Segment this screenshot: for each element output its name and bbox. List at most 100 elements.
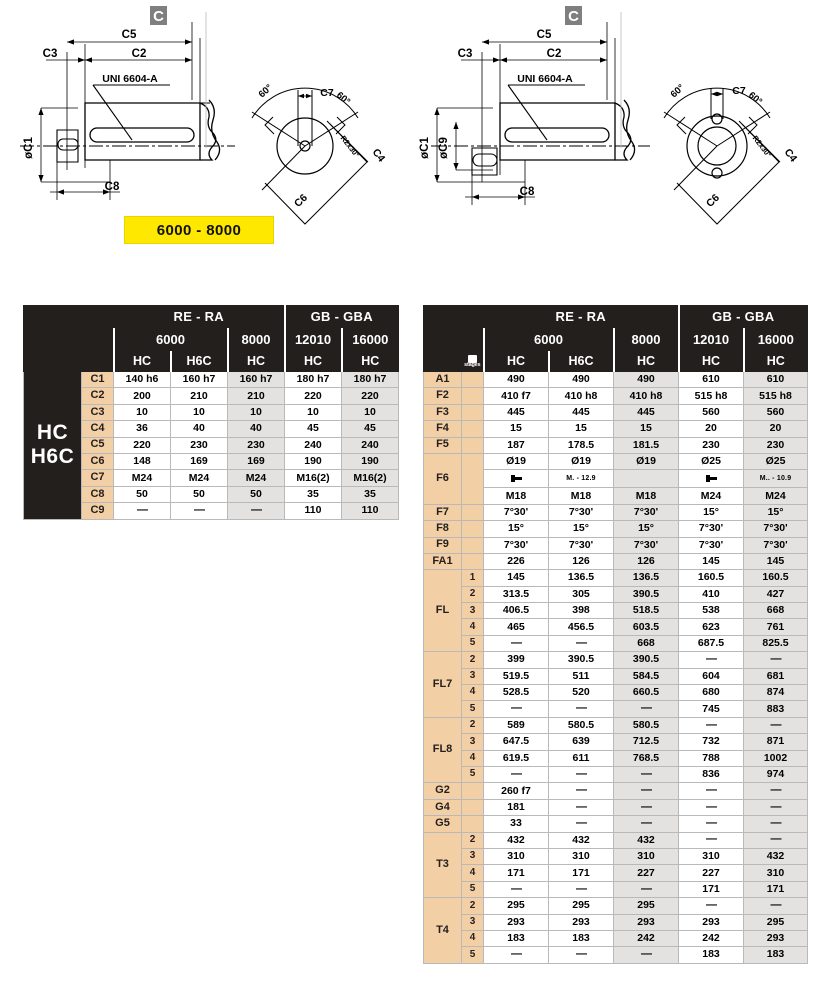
cell-F7-2: 7°30' — [612, 503, 680, 522]
cell-FL7-5-0: — — [483, 700, 549, 718]
table-row: C5 220 230 230 240 240 — [24, 436, 400, 454]
cell-T3-5-4: 171 — [743, 880, 809, 899]
cell-C2-2: 210 — [226, 387, 286, 405]
cell-T3-4-1: 171 — [548, 864, 614, 882]
model-range-tag-left: 6000 - 8000 — [124, 216, 274, 244]
dim-c8-label: C8 — [105, 181, 120, 193]
cell-FL7-4-0: 528.5 — [483, 684, 549, 702]
cell-FA1-4: 145 — [743, 552, 809, 571]
cell-FL8-4-3: 788 — [678, 749, 745, 767]
row-label-T4: T4 — [423, 897, 462, 964]
cell-FL-3-1: 398 — [548, 602, 614, 620]
cell-T3-3-1: 310 — [548, 847, 614, 866]
cell-C1-4: 180 h7 — [341, 370, 400, 389]
dim-c5-label: C5 — [122, 29, 137, 41]
row-stage-FL7-4: 4 — [461, 684, 484, 702]
cell-F9-4: 7°30' — [743, 536, 809, 554]
cell-F4-0: 15 — [483, 420, 549, 438]
cell-T3-3-2: 310 — [612, 847, 680, 866]
section-mark-c-right: C — [565, 6, 582, 25]
dim-c5-label-right: C5 — [537, 29, 552, 41]
row-label-FA1: FA1 — [423, 552, 462, 571]
cell-FL8-5-1: — — [548, 765, 614, 784]
cell-C3-0: 10 — [113, 403, 171, 422]
cell-F8-1: 15° — [548, 520, 614, 538]
cell-FA1-0: 226 — [483, 552, 549, 571]
cell-T4-3-0: 293 — [483, 913, 549, 931]
cell-F4-4: 20 — [743, 420, 809, 438]
cell-T4-5-1: — — [548, 946, 614, 964]
cell-C2-4: 220 — [341, 387, 400, 405]
cell-C8-4: 35 — [341, 485, 400, 504]
cell-C7-3: M16(2) — [284, 469, 343, 487]
cell-C8-2: 50 — [226, 485, 286, 504]
dim-c1-label-right: øC1 — [419, 137, 431, 159]
cell-FL-5-0: — — [483, 634, 549, 653]
cell-G5-4: — — [743, 815, 809, 833]
cell-T3-4-4: 310 — [743, 864, 809, 882]
table-row: F8 15° 15° 15° 7°30' 7°30' — [423, 520, 809, 538]
cell-F5-3: 230 — [678, 436, 745, 454]
row-stage-T3-4: 4 — [461, 864, 484, 882]
table-row: C8 50 50 50 35 35 — [24, 485, 400, 504]
svg-text:C: C — [153, 8, 164, 25]
cell-T4-2-2: 295 — [612, 897, 680, 915]
cell-G2-0: 260 f7 — [483, 782, 549, 800]
cell-F6-grade-4: M.. - 10.9 — [744, 470, 808, 489]
cell-T3-5-1: — — [548, 880, 614, 899]
cell-F6-thread-0: M18 — [505, 489, 527, 502]
table-row: 3 293 293 293 293 295 — [424, 913, 809, 931]
cell-G5-3: — — [678, 815, 745, 833]
cell-C9-4: 110 — [341, 502, 400, 520]
cell-G4-0: 181 — [483, 798, 549, 817]
cell-C6-3: 190 — [284, 452, 343, 471]
dimensions-table-left: RE - RA GB - GBA 6000 8000 12010 16000 H… — [23, 305, 400, 520]
header-variant-3-right: HC — [677, 351, 745, 372]
row-stage-FL8-3: 3 — [461, 733, 484, 751]
header-variant-2-right: HC — [612, 351, 680, 372]
dim-c8-label-right: C8 — [520, 186, 535, 198]
cell-C3-1: 10 — [170, 403, 228, 422]
dim-c7-label-right: C7 — [732, 85, 746, 97]
chamfer-note-right: R2x30° — [751, 134, 774, 159]
table-row: 5— — —171 171 — [424, 880, 809, 899]
cell-FL7-3-1: 511 — [548, 667, 614, 686]
header-blank-right — [423, 305, 484, 329]
cell-F2-3: 515 h8 — [678, 387, 745, 405]
cell-FL7-3-0: 519.5 — [483, 667, 549, 686]
header-variant-4-right: HC — [742, 351, 809, 372]
cell-T4-2-1: 295 — [548, 897, 614, 915]
cell-G4-1: — — [548, 798, 614, 817]
table-row: 3 519.5 511 584.5 604 681 — [424, 667, 809, 686]
cell-G2-3: — — [678, 782, 745, 800]
cell-F2-2: 410 h8 — [612, 387, 680, 405]
cell-T4-4-0: 183 — [483, 929, 549, 948]
cell-FL7-3-2: 584.5 — [612, 667, 680, 686]
header-model-6000-right: 6000 — [482, 328, 614, 352]
cell-F8-4: 7°30' — [743, 520, 809, 538]
row-label-G4: G4 — [423, 798, 462, 817]
cell-F4-1: 15 — [548, 420, 614, 438]
row-label-C6: C6 — [81, 452, 114, 471]
row-stage-T3-3: 3 — [461, 847, 484, 866]
header-blank2-right — [423, 328, 484, 352]
cell-F5-1: 178.5 — [548, 436, 614, 454]
cell-T3-2-4: — — [743, 831, 809, 849]
chamfer-note-left: R2x30° — [339, 134, 362, 159]
cell-T4-4-2: 242 — [612, 929, 680, 948]
cell-C4-4: 45 — [341, 420, 400, 438]
header-variant-0-right: HC — [482, 351, 549, 372]
table-row: F3 445 445 445 560 560 — [423, 403, 809, 422]
row-label-C1: C1 — [81, 370, 114, 389]
cell-FL-1-1: 136.5 — [548, 569, 614, 587]
row-stage-blank-F5 — [461, 436, 484, 454]
cell-FL-2-1: 305 — [548, 585, 614, 604]
header-model-12010-left: 12010 — [283, 328, 343, 352]
cell-F6-grade-3 — [679, 470, 744, 489]
cell-F6-thread-4: M24 — [765, 489, 786, 502]
cell-T4-3-2: 293 — [612, 913, 680, 931]
cell-FA1-2: 126 — [612, 552, 680, 571]
cell-F3-2: 445 — [612, 403, 680, 422]
cell-F6-4: Ø25 M.. - 10.9 M24 — [743, 452, 809, 505]
cell-F6-1: Ø19 M. - 12.9 M18 — [548, 452, 614, 505]
